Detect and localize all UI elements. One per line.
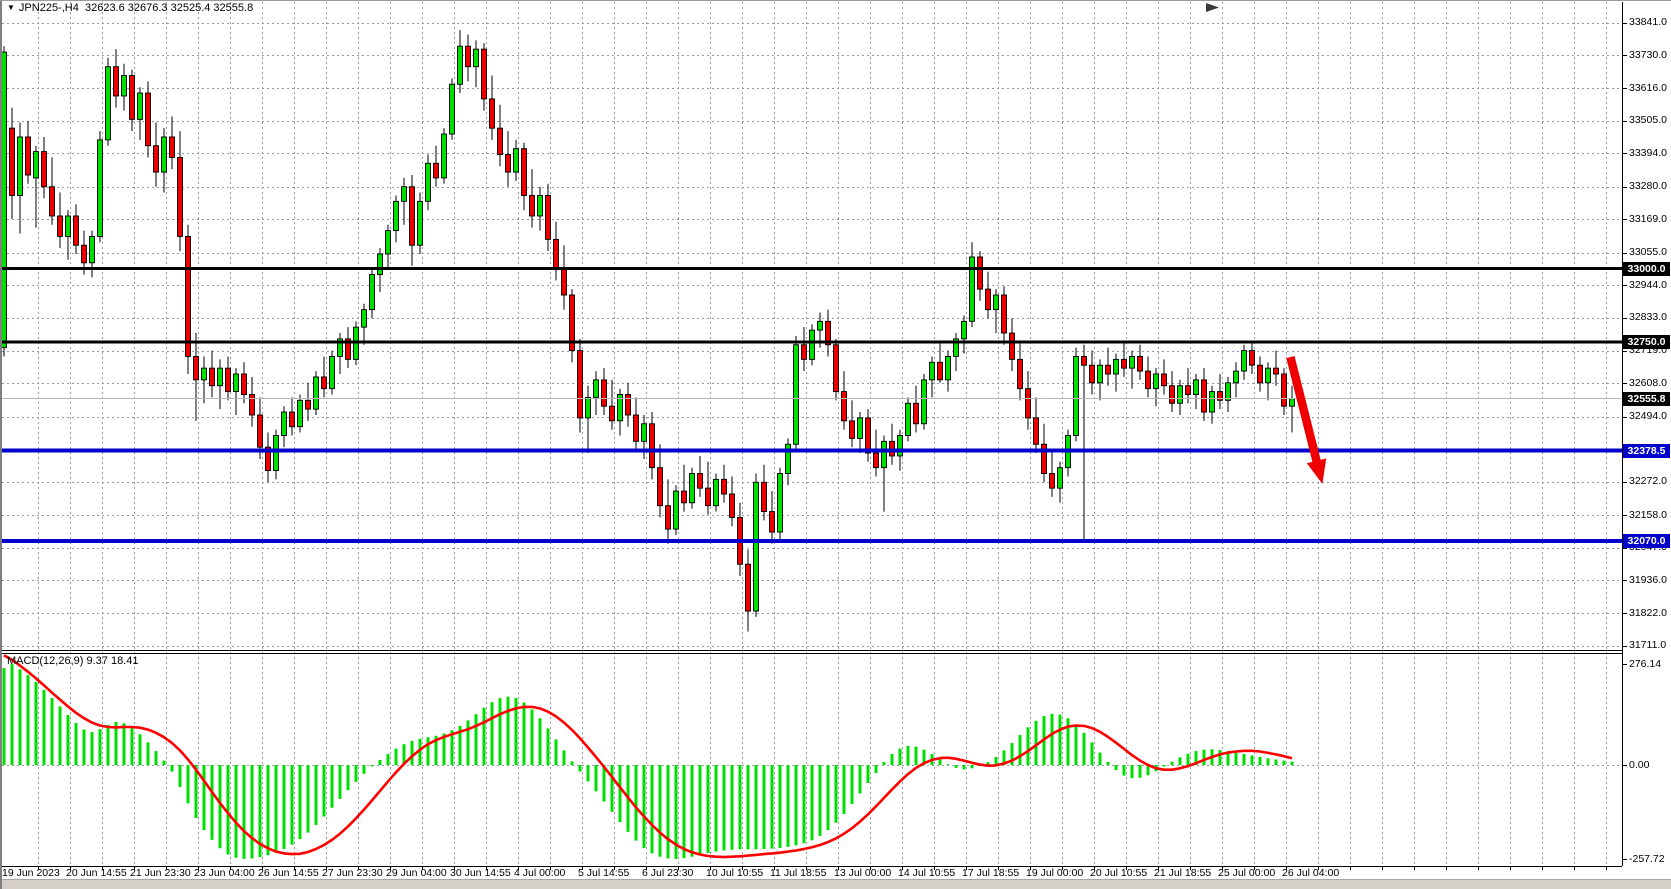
- chart-ohlc-values: 32623.6 32676.3 32525.4 32555.8: [84, 2, 254, 14]
- time-axis-label: 21 Jul 18:55: [1154, 867, 1212, 879]
- macd-indicator-values: 9.37 18.41: [86, 655, 139, 667]
- macd-indicator-label: MACD(12,26,9) 9.37 18.41: [7, 655, 138, 667]
- time-axis-label: 4 Jul 00:00: [514, 867, 566, 879]
- macd-histogram: [2, 664, 1294, 859]
- time-axis-label: 29 Jun 04:00: [386, 867, 447, 879]
- macd-axis-label: 0.00: [1629, 758, 1650, 771]
- price-axis-label: 31936.0: [1629, 573, 1667, 586]
- grid-layer: [2, 2, 1622, 866]
- time-axis-label: 17 Jul 18:55: [962, 867, 1020, 879]
- price-axis-label: 33616.0: [1629, 81, 1667, 94]
- price-axis-label: 33730.0: [1629, 48, 1667, 61]
- price-line-badge: 33000.0: [1623, 261, 1670, 276]
- macd-axis-label: 276.14: [1629, 657, 1662, 670]
- price-axis-label: 32494.0: [1629, 410, 1667, 423]
- price-axis-label: 33505.0: [1629, 114, 1667, 127]
- price-axis-label: 33280.0: [1629, 180, 1667, 193]
- price-axis-label: 32608.0: [1629, 376, 1667, 389]
- time-axis-label: 27 Jun 23:30: [322, 867, 383, 879]
- price-axis-label: 33055.0: [1629, 246, 1667, 259]
- window-bottom-strip: [0, 879, 1671, 889]
- price-axis-label: 33394.0: [1629, 146, 1667, 159]
- time-axis-label: 19 Jun 2023: [2, 867, 60, 879]
- time-axis-label: 25 Jul 00:00: [1218, 867, 1276, 879]
- panel-borders: [0, 2, 1627, 870]
- price-axis-label: 33169.0: [1629, 212, 1667, 225]
- time-axis-label: 5 Jul 14:55: [578, 867, 630, 879]
- time-axis-label: 14 Jul 10:55: [898, 867, 956, 879]
- window-top-border: [0, 0, 1671, 1]
- trend-arrow-annotation[interactable]: [1286, 355, 1327, 485]
- price-axis-label: 31822.0: [1629, 606, 1667, 619]
- macd-axis-label: -257.72: [1629, 852, 1665, 865]
- macd-indicator-name: MACD(12,26,9): [7, 655, 84, 667]
- chart-symbol-timeframe: JPN225-,H4: [18, 2, 79, 14]
- symbol-dropdown-icon[interactable]: ▼: [7, 3, 15, 12]
- price-line-badge: 32378.5: [1623, 443, 1670, 458]
- chart-title: ▼ JPN225-,H4 32623.6 32676.3 32525.4 3255…: [7, 2, 253, 14]
- time-axis-label: 10 Jul 10:55: [706, 867, 764, 879]
- price-axis-label: 32833.0: [1629, 311, 1667, 324]
- time-axis-label: 21 Jun 23:30: [130, 867, 191, 879]
- time-axis-label: 23 Jun 04:00: [194, 867, 255, 879]
- time-axis-label: 11 Jul 18:55: [770, 867, 827, 879]
- chart-shift-marker-icon: [1206, 3, 1219, 12]
- macd-signal-line: [3, 654, 1293, 859]
- time-axis-label: 30 Jun 14:55: [450, 867, 511, 879]
- time-axis-label: 20 Jul 10:55: [1090, 867, 1148, 879]
- window-left-border: [0, 0, 2, 889]
- time-axis-label: 20 Jun 14:55: [66, 867, 127, 879]
- price-axis-label: 32272.0: [1629, 475, 1667, 488]
- price-axis-label: 31711.0: [1629, 639, 1667, 652]
- time-axis-label: 26 Jul 04:00: [1282, 867, 1340, 879]
- price-axis-label: 33841.0: [1629, 16, 1667, 28]
- time-axis-label: 19 Jul 00:00: [1026, 867, 1084, 879]
- price-line-badge: 32750.0: [1623, 334, 1670, 349]
- time-axis-label: 26 Jun 14:55: [258, 867, 319, 879]
- price-line-badge: 32070.0: [1623, 533, 1670, 548]
- price-axis-label: 32944.0: [1629, 278, 1667, 291]
- time-axis-label: 6 Jul 23:30: [642, 867, 694, 879]
- price-line-badge: 32555.8: [1623, 391, 1670, 406]
- candles-layer: [1, 30, 1295, 632]
- time-axis-label: 13 Jul 00:00: [834, 867, 892, 879]
- price-axis-label: 32158.0: [1629, 508, 1667, 521]
